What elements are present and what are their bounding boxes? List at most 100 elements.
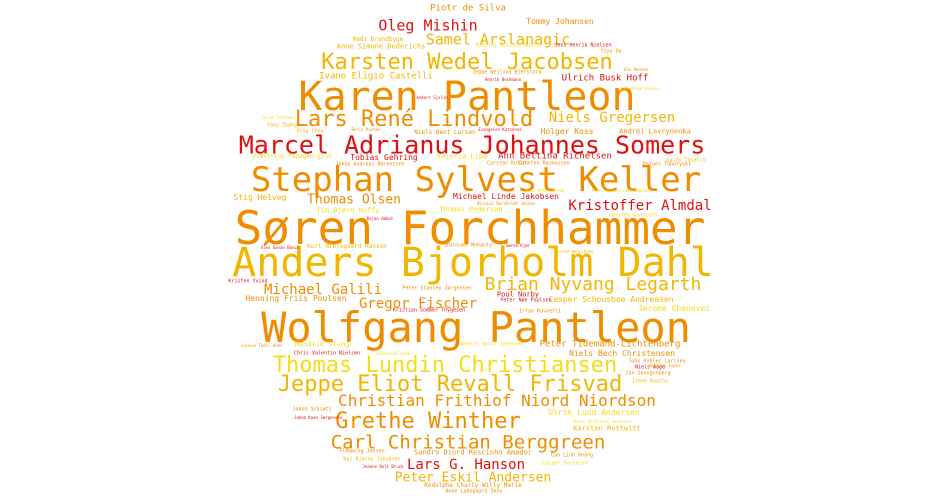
word: Oleg Mishin <box>378 16 478 35</box>
word: Peter Stanley Jørgensen <box>402 285 472 292</box>
word: Karen Pantleon <box>298 74 636 120</box>
word: Guido Tosello <box>666 157 706 164</box>
word: Casper Sorensen <box>542 460 588 467</box>
word: Louise Theil Kuhn <box>241 343 283 348</box>
word: Michael Linde Jakobsen <box>453 192 559 201</box>
word: Shinsuke Mohanty <box>443 242 493 249</box>
word: Nicolai Barnholdt Jensen <box>477 201 535 206</box>
word: Nikolaj Lopez <box>649 363 681 368</box>
word: Tommy Johansen <box>526 17 594 26</box>
word: Niels Christian Sørensen <box>573 419 631 424</box>
word: Christian Frithiof Niord Niordson <box>338 391 656 410</box>
word: Thomas Olsen <box>307 192 401 208</box>
word: Karsten Rottwitt <box>573 424 641 433</box>
word: Stephan Sylvest Keller <box>250 160 702 200</box>
word: Boris Ruchev <box>351 127 381 132</box>
word: Morten Henriksen <box>554 249 594 254</box>
word: Jeppe Eliot Revall Frisvad <box>277 372 623 397</box>
word: Alex Gavan Bonzo <box>260 245 300 250</box>
word: Carsten Gundlach <box>608 212 658 219</box>
word: Yang Zhang <box>266 122 298 129</box>
word: Samel Arslanagic <box>425 30 571 49</box>
word: Cao Linh Hoang <box>550 452 594 459</box>
word: Evangelos Katsanos <box>478 127 522 132</box>
word: Kaj Bjarne Jakobsen <box>343 456 401 463</box>
word: Kurt Nielsgaard Hansen <box>307 243 387 250</box>
word: Gregor Fischer <box>358 296 478 312</box>
word: Poul Norby <box>496 290 540 299</box>
word: Anne Simone Dederichs <box>336 42 426 51</box>
word: Michael Galili <box>263 282 383 298</box>
word: Wolfgang Pantleon <box>261 303 691 352</box>
word: Sandro Diord Rescinho Amador <box>413 448 533 457</box>
word: Peter Eskil Andersen <box>394 470 552 486</box>
word: Lars G. Hanson <box>406 457 526 473</box>
word: Jakob Kaae Jørgensen <box>293 415 343 420</box>
word: Flemming Jensen <box>339 448 385 455</box>
word: Kristian Sommer Thygesen <box>392 307 466 314</box>
word: Grethe Winther <box>335 409 521 434</box>
word: Tim Bjørn Hoffy <box>316 206 380 215</box>
word: Jeppe Wejlund Bjerstorp <box>472 69 542 76</box>
word: Anders Sjolin <box>416 95 448 100</box>
word: Jens Henrik Nielsen <box>554 42 612 49</box>
word: Dimitrios Papageorgiou <box>252 153 332 160</box>
word: Piotr de Silva <box>430 3 506 14</box>
word: Peter Tidemand-Lichtenberg <box>539 339 681 350</box>
word: Mads Brandbyge <box>352 36 404 43</box>
word: Carsten Kutzov <box>486 160 530 167</box>
word: Peter Nøe Poulsen <box>500 297 552 304</box>
word: Andrei Lavrynenka <box>619 127 691 136</box>
word: Karsten Wedel Jacobsen <box>321 50 613 75</box>
word: Ole Hansen <box>623 67 649 72</box>
word: Søren Forchhammer <box>234 201 706 255</box>
word: Anders Smith Johansen <box>460 341 524 348</box>
word: Kim Brand Hansen <box>620 86 660 91</box>
word: Hendrik Stang <box>294 340 350 349</box>
word: John Kohler Carlsen <box>628 358 686 365</box>
word: Carsten Rasmussen <box>518 160 570 167</box>
word: Marcel Adrianus Johannes Somers <box>238 130 706 160</box>
word: Irfan Kuvvetli <box>518 308 562 315</box>
word: Henrik Bechmann <box>484 77 522 82</box>
word: Rajan Ambat <box>366 216 394 221</box>
word: Ulrik Lund Andersen <box>548 408 640 417</box>
word: Chris Valentin Nielsen <box>293 350 361 357</box>
word: Jan Sevngenberg <box>625 370 671 377</box>
word: Jeanne Bolt Bruck <box>362 464 404 469</box>
word: Jakob Schiøtz <box>292 406 332 413</box>
word: Ivano Eligio Castelli <box>319 71 433 82</box>
word: Anne Ladegaard Skov <box>445 488 503 495</box>
word: Jakob Andreas Bærentzen <box>335 161 405 168</box>
word: Niels Bent Larsen <box>414 129 476 136</box>
word: Niels Bech Christensen <box>569 349 675 358</box>
word: Ding Chen <box>296 128 324 135</box>
word: Niels Gregersen <box>548 110 676 126</box>
word: Søren Kjær <box>505 243 531 248</box>
word: Ulrich Busk Hoff <box>561 73 649 84</box>
word: Rafael Taboryski <box>642 161 692 168</box>
word: Jerome Chenevez <box>637 304 711 313</box>
word: Yiyu Ou <box>600 48 622 55</box>
word: Niels Aage <box>634 364 666 371</box>
word: Ann Bettina Richelsen <box>498 151 612 162</box>
word: Lars René Lindvold <box>294 107 534 132</box>
word: Kristen Yvind <box>228 278 268 285</box>
word: Hans Peter Brede <box>525 188 565 193</box>
word: Peter Christian Sandgaard <box>591 188 653 193</box>
word: Irene Rocchi <box>631 378 669 385</box>
word: Bolun Tekjavk <box>262 115 294 120</box>
word: Rodolphe Charly Willy Marie <box>424 482 522 489</box>
word: Anders Bjorholm Dahl <box>232 240 714 286</box>
word: Carl Christian Berggreen <box>330 431 606 454</box>
word: Nikolaj Nikitas Boutsy <box>475 42 543 49</box>
word: Tobias Gehring <box>350 153 418 162</box>
word: Henning Friis Poulsen <box>245 294 347 303</box>
word: Brian Nyvang Legarth <box>484 274 702 295</box>
word: Holger Koss <box>540 127 594 136</box>
word: Valeria Lima <box>436 152 488 161</box>
word: Thomas Lundin Christiansen <box>272 353 618 378</box>
word: Kristoffer Almdal <box>568 198 712 214</box>
word: Casper Schousboe Andreasen <box>548 295 674 304</box>
